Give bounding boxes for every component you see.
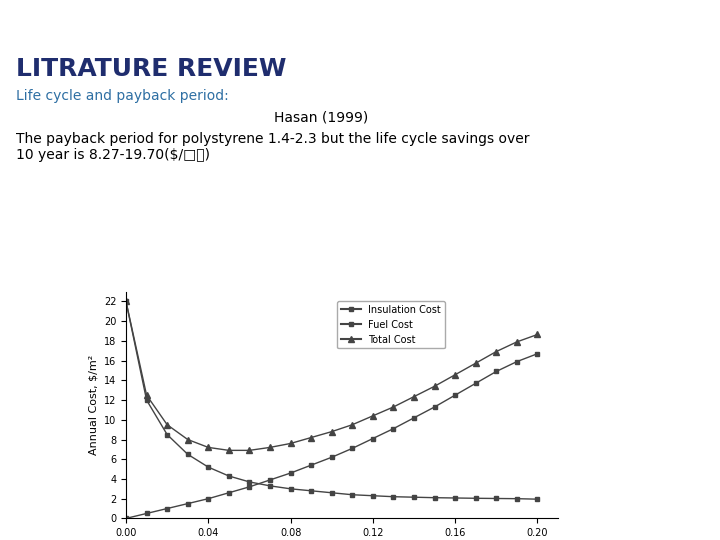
Total Cost [143, 392, 151, 399]
Line: Fuel Cost: Fuel Cost [124, 299, 540, 502]
Fuel Cost [492, 495, 500, 502]
Insulation Cost [328, 454, 336, 461]
Fuel Cost [472, 495, 480, 502]
Total Cost [369, 413, 377, 419]
Fuel Cost [389, 494, 397, 500]
Fuel Cost [451, 495, 459, 501]
Total Cost [122, 298, 130, 305]
Total Cost [492, 348, 500, 355]
Insulation Cost [204, 495, 212, 502]
Insulation Cost [431, 404, 439, 410]
Insulation Cost [369, 435, 377, 442]
Fuel Cost [245, 478, 253, 485]
Total Cost [287, 440, 295, 447]
Total Cost [389, 404, 397, 410]
Total Cost [307, 434, 315, 441]
Insulation Cost [266, 477, 274, 483]
Insulation Cost [410, 415, 418, 421]
Total Cost [225, 447, 233, 454]
Fuel Cost [307, 488, 315, 494]
Line: Insulation Cost: Insulation Cost [124, 352, 540, 521]
Text: LITRATURE REVIEW: LITRATURE REVIEW [16, 57, 287, 80]
Fuel Cost [143, 397, 151, 403]
Insulation Cost [389, 426, 397, 432]
Line: Total Cost: Total Cost [123, 298, 541, 454]
Fuel Cost [533, 496, 541, 502]
Fuel Cost [287, 485, 295, 492]
Fuel Cost [431, 495, 439, 501]
Insulation Cost [225, 490, 233, 496]
Total Cost [266, 444, 274, 451]
Fuel Cost [163, 431, 171, 438]
Insulation Cost [184, 501, 192, 507]
Insulation Cost [245, 484, 253, 490]
Fuel Cost [369, 492, 377, 499]
Insulation Cost [122, 515, 130, 522]
Fuel Cost [225, 472, 233, 479]
Insulation Cost [307, 462, 315, 468]
Total Cost [451, 372, 459, 378]
Text: The payback period for polystyrene 1.4-2.3 but the life cycle savings over
10 ye: The payback period for polystyrene 1.4-2… [16, 132, 529, 163]
Fuel Cost [410, 494, 418, 501]
Fuel Cost [328, 490, 336, 496]
Fuel Cost [513, 495, 521, 502]
Total Cost [348, 422, 356, 428]
Legend: Insulation Cost, Fuel Cost, Total Cost: Insulation Cost, Fuel Cost, Total Cost [338, 301, 445, 348]
Insulation Cost [287, 470, 295, 476]
Total Cost [410, 393, 418, 400]
Insulation Cost [533, 350, 541, 357]
Total Cost [204, 444, 212, 451]
Insulation Cost [451, 392, 459, 399]
Total Cost [184, 436, 192, 443]
Total Cost [533, 331, 541, 338]
Insulation Cost [163, 505, 171, 512]
Text: Life cycle and payback period:: Life cycle and payback period: [16, 89, 228, 103]
Total Cost [472, 360, 480, 367]
Total Cost [163, 422, 171, 428]
Insulation Cost [472, 380, 480, 387]
Fuel Cost [184, 451, 192, 457]
Insulation Cost [143, 510, 151, 517]
Fuel Cost [122, 298, 130, 305]
Insulation Cost [348, 445, 356, 451]
Text: Hasan (1999): Hasan (1999) [274, 111, 368, 125]
Insulation Cost [492, 368, 500, 375]
Y-axis label: Annual Cost, $/m²: Annual Cost, $/m² [89, 355, 98, 455]
Total Cost [513, 339, 521, 345]
Fuel Cost [266, 483, 274, 489]
Insulation Cost [513, 359, 521, 365]
Fuel Cost [348, 491, 356, 498]
Total Cost [431, 383, 439, 389]
Total Cost [245, 447, 253, 454]
Fuel Cost [204, 464, 212, 470]
Total Cost [328, 428, 336, 435]
